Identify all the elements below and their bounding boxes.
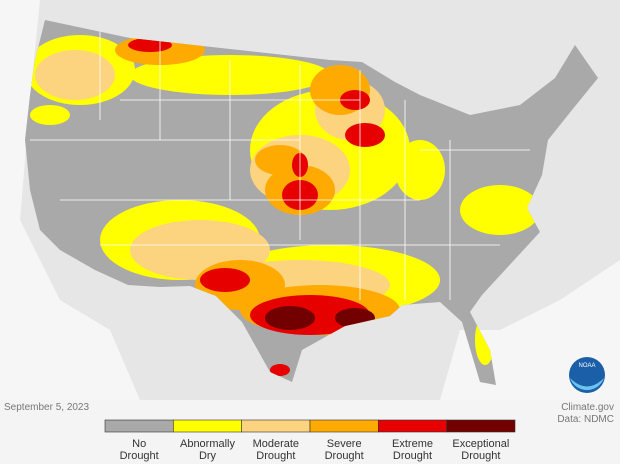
- legend-label: Moderate: [253, 438, 299, 450]
- legend-label: Dry: [199, 450, 217, 462]
- legend: NoDroughtAbnormallyDryModerateDroughtSev…: [104, 419, 516, 462]
- legend-label: Drought: [120, 450, 159, 462]
- legend-label: Severe: [327, 438, 362, 450]
- credit: Data: NDMC: [557, 414, 614, 425]
- legend-swatch: [378, 419, 447, 433]
- date: September 5, 2023: [4, 402, 89, 413]
- legend-swatch: [104, 419, 174, 433]
- legend-swatch: [241, 419, 311, 433]
- logo-circle: [569, 357, 605, 393]
- legend-swatch: [173, 419, 242, 433]
- logo-text: NOAA: [578, 363, 595, 369]
- state-borders: [30, 30, 530, 300]
- legend-swatch: [309, 419, 379, 433]
- noaa-logo: NOAA: [569, 357, 605, 393]
- logo-wave: [570, 378, 604, 391]
- legend-label: Drought: [325, 450, 364, 462]
- legend-label: Exceptional: [452, 438, 509, 450]
- legend-label: Drought: [393, 450, 432, 462]
- legend-label: No: [132, 438, 146, 450]
- legend-label: Drought: [256, 450, 295, 462]
- legend-label: Abnormally: [180, 438, 236, 450]
- ocean: [0, 0, 140, 400]
- legend-label: Drought: [461, 450, 500, 462]
- legend-label: Extreme: [392, 438, 433, 450]
- credit: Climate.gov: [561, 402, 614, 413]
- legend-swatch: [446, 419, 516, 433]
